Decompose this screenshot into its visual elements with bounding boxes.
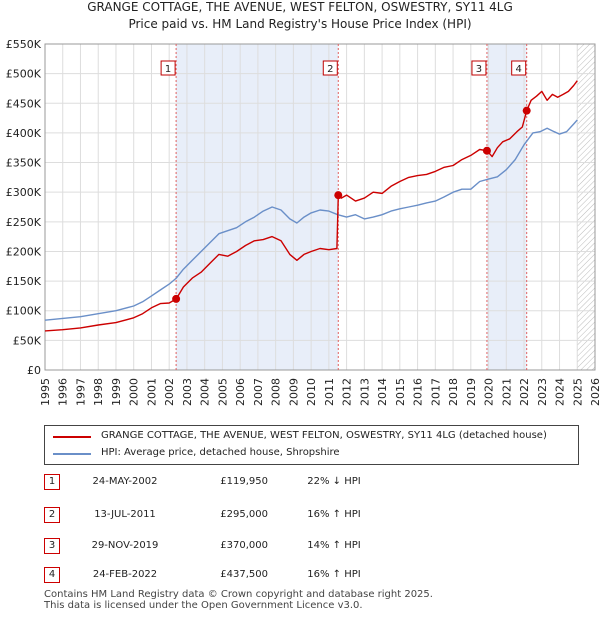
footer-copyright: Contains HM Land Registry data © Crown c…: [44, 589, 433, 600]
sale-point: [172, 294, 181, 303]
sale-point: [482, 146, 491, 155]
x-tick-label: 2024: [554, 378, 567, 406]
x-tick-label: 2018: [447, 378, 460, 406]
sale-price: £295,000: [220, 509, 268, 520]
x-tick-label: 2012: [341, 378, 354, 406]
x-tick-label: 2011: [323, 378, 336, 406]
shaded-period: [486, 44, 527, 370]
sale-label-number: 3: [476, 64, 482, 75]
property-price-line: [44, 80, 578, 332]
chart-subtitle: Price paid vs. HM Land Registry's House …: [128, 17, 472, 31]
sale-label-box: [511, 60, 527, 76]
sale-number-badge: 4: [44, 567, 60, 583]
x-tick-label: 1995: [39, 378, 52, 406]
x-tick-label: 1999: [110, 378, 123, 406]
y-tick-label: £300K: [6, 186, 42, 199]
sale-row: 3 29-NOV-2019 £370,000 14% ↑ HPI: [44, 538, 584, 558]
sale-row: 1 24-MAY-2002 £119,950 22% ↓ HPI: [44, 474, 584, 494]
x-tick-label: 2006: [234, 378, 247, 406]
y-tick-label: £450K: [6, 97, 42, 110]
sale-price: £370,000: [220, 540, 268, 551]
sale-date: 29-NOV-2019: [91, 540, 159, 551]
sale-label-number: 4: [516, 64, 522, 75]
x-tick-label: 2005: [216, 378, 229, 406]
y-tick-label: £550K: [6, 38, 42, 51]
sale-label-box: [471, 60, 487, 76]
sale-number-badge: 1: [44, 474, 60, 490]
sale-number-badge: 3: [44, 538, 60, 554]
x-tick-label: 2001: [145, 378, 158, 406]
x-tick-label: 2002: [163, 378, 176, 406]
sale-label-box: [160, 60, 176, 76]
x-tick-label: 2023: [536, 378, 549, 406]
sale-label-number: 1: [165, 64, 171, 75]
sale-point: [334, 191, 343, 200]
y-tick-label: £350K: [6, 157, 42, 170]
y-tick-label: £400K: [6, 127, 42, 140]
sale-number-badge: 2: [44, 507, 60, 523]
x-tick-label: 2003: [181, 378, 194, 406]
x-tick-label: 1998: [92, 378, 105, 406]
legend-label-property: GRANGE COTTAGE, THE AVENUE, WEST FELTON,…: [101, 430, 547, 441]
x-tick-label: 2025: [571, 378, 584, 406]
x-tick-label: 2020: [483, 378, 496, 406]
legend-swatch-property: [53, 436, 91, 438]
sale-hpi-diff: 14% ↑ HPI: [307, 540, 361, 551]
y-tick-label: £100K: [6, 305, 42, 318]
footer-licence: This data is licensed under the Open Gov…: [44, 600, 363, 611]
x-tick-label: 2014: [376, 378, 389, 406]
forecast-hatch: [577, 44, 595, 370]
plot-border: [44, 43, 596, 371]
y-tick-label: £500K: [6, 68, 42, 81]
y-tick-label: £250K: [6, 216, 42, 229]
sale-hpi-diff: 16% ↑ HPI: [307, 569, 361, 580]
x-tick-label: 2016: [412, 378, 425, 406]
sale-date: 24-FEB-2022: [92, 569, 158, 580]
x-tick-label: 2021: [500, 378, 513, 406]
x-tick-label: 2010: [305, 378, 318, 406]
chart-title: GRANGE COTTAGE, THE AVENUE, WEST FELTON,…: [87, 0, 513, 14]
y-tick-label: £200K: [6, 245, 42, 258]
sale-row: 2 13-JUL-2011 £295,000 16% ↑ HPI: [44, 507, 584, 527]
x-tick-label: 2013: [358, 378, 371, 406]
x-tick-label: 2026: [589, 378, 600, 406]
legend-swatch-hpi: [53, 453, 91, 455]
x-tick-label: 2007: [252, 378, 265, 406]
x-tick-label: 1997: [74, 378, 87, 406]
sale-price: £437,500: [220, 569, 268, 580]
sale-price: £119,950: [220, 476, 268, 487]
y-tick-label: £50K: [13, 334, 42, 347]
x-tick-label: 1996: [57, 378, 70, 406]
sale-label-box: [322, 60, 338, 76]
x-tick-label: 2017: [429, 378, 442, 406]
legend-label-hpi: HPI: Average price, detached house, Shro…: [101, 447, 340, 458]
x-tick-label: 2019: [465, 378, 478, 406]
x-tick-label: 2015: [394, 378, 407, 406]
sale-point: [522, 106, 531, 115]
chart-legend: GRANGE COTTAGE, THE AVENUE, WEST FELTON,…: [44, 425, 579, 465]
y-tick-label: £150K: [6, 275, 42, 288]
sale-date: 24-MAY-2002: [92, 476, 158, 487]
x-tick-label: 2009: [287, 378, 300, 406]
sale-date: 13-JUL-2011: [94, 509, 156, 520]
x-tick-label: 2000: [128, 378, 141, 406]
sale-hpi-diff: 16% ↑ HPI: [307, 509, 361, 520]
shaded-period: [176, 44, 339, 370]
sale-label-number: 2: [327, 64, 333, 75]
price-chart: £0 £50K £100K £150K £200K £250K £300K £350K £400…: [6, 38, 600, 406]
y-tick-label: £0: [27, 364, 41, 377]
x-tick-label: 2004: [199, 378, 212, 406]
sale-row: 4 24-FEB-2022 £437,500 16% ↑ HPI: [44, 567, 584, 587]
x-tick-label: 2022: [518, 378, 531, 406]
sale-hpi-diff: 22% ↓ HPI: [307, 476, 361, 487]
x-tick-label: 2008: [270, 378, 283, 406]
